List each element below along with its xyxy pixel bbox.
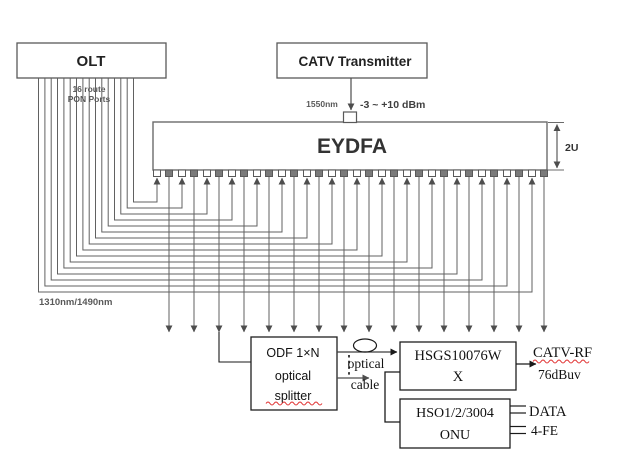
data-output-label: DATA bbox=[529, 404, 567, 420]
eydfa-input-port bbox=[478, 169, 486, 177]
eydfa-output-port bbox=[465, 169, 473, 177]
eydfa-output-port bbox=[515, 169, 523, 177]
eydfa-input-connector bbox=[342, 111, 358, 124]
pon-line bbox=[69, 78, 411, 263]
eydfa-input-port bbox=[153, 169, 161, 177]
eydfa-output-port bbox=[240, 169, 248, 177]
catv-rf-label: CATV-RF bbox=[533, 345, 592, 361]
pon-line bbox=[133, 78, 161, 203]
pon-line bbox=[50, 78, 486, 281]
eydfa-output-port bbox=[290, 169, 298, 177]
eydfa-input-port bbox=[228, 169, 236, 177]
pon-line bbox=[107, 78, 261, 227]
eydfa-output-port bbox=[340, 169, 348, 177]
pon-line bbox=[76, 78, 386, 257]
eydfa-port-row bbox=[153, 169, 548, 177]
hsgs-label-line2: X bbox=[453, 369, 464, 385]
power-range-label: -3 ~ +10 dBm bbox=[360, 99, 425, 111]
eydfa-label: EYDFA bbox=[317, 135, 387, 158]
wavelength-1550-label: 1550nm bbox=[306, 99, 338, 109]
wavelength-1310-1490-label: 1310nm/1490nm bbox=[39, 297, 112, 308]
eydfa-input-port bbox=[178, 169, 186, 177]
splitter-feed-line bbox=[218, 332, 251, 363]
spellcheck-squiggle-splitter bbox=[265, 401, 323, 406]
eydfa-input-port bbox=[278, 169, 286, 177]
olt-label: OLT bbox=[77, 53, 106, 70]
eydfa-output-port bbox=[365, 169, 373, 177]
pon-line-group bbox=[38, 78, 536, 293]
optical-cable-label-line2: cable bbox=[351, 377, 379, 392]
pon-line bbox=[57, 78, 461, 275]
onu-box bbox=[399, 398, 511, 449]
eydfa-input-port bbox=[403, 169, 411, 177]
eydfa-input-port bbox=[353, 169, 361, 177]
odf-label-line3: splitter bbox=[275, 389, 312, 403]
eydfa-output-port bbox=[490, 169, 498, 177]
hsgs-box bbox=[399, 341, 517, 391]
pon-line bbox=[88, 78, 336, 245]
eydfa-output-port bbox=[415, 169, 423, 177]
catv-transmitter-label: CATV Transmitter bbox=[298, 54, 412, 69]
rf-level-label: 76dBuv bbox=[538, 367, 581, 382]
pon-line bbox=[95, 78, 311, 239]
pon-line bbox=[44, 78, 511, 287]
onu-label-line2: ONU bbox=[440, 428, 470, 443]
pon-line bbox=[126, 78, 186, 209]
spellcheck-squiggle-catv-rf bbox=[532, 359, 590, 364]
pon-line bbox=[101, 78, 286, 233]
onu-label-line1: HSO1/2/3004 bbox=[416, 406, 494, 421]
eydfa-output-port bbox=[190, 169, 198, 177]
catv-transmitter-box bbox=[276, 42, 428, 79]
eydfa-input-port bbox=[378, 169, 386, 177]
eydfa-input-port bbox=[303, 169, 311, 177]
eydfa-output-port bbox=[165, 169, 173, 177]
eydfa-input-port bbox=[503, 169, 511, 177]
odf-label-line1: ODF 1×N bbox=[266, 346, 319, 360]
pon-ports-label-line2: PON Ports bbox=[68, 94, 111, 104]
fe-output-label: 4-FE bbox=[531, 423, 558, 438]
odf-splitter-box bbox=[250, 336, 338, 411]
eydfa-output-line-group bbox=[165, 176, 548, 363]
height-2u-label: 2U bbox=[565, 142, 578, 154]
pon-line bbox=[63, 78, 436, 269]
optical-cable-label-line1: optical bbox=[348, 356, 385, 371]
fiber-loop-icon bbox=[352, 338, 378, 353]
eydfa-output-port bbox=[265, 169, 273, 177]
eydfa-output-port bbox=[390, 169, 398, 177]
eydfa-output-port bbox=[540, 169, 548, 177]
pon-line bbox=[114, 78, 236, 221]
eydfa-input-port bbox=[453, 169, 461, 177]
eydfa-input-port bbox=[428, 169, 436, 177]
hsgs-onu-bracket bbox=[384, 371, 400, 423]
eydfa-input-port bbox=[253, 169, 261, 177]
odf-label-line2: optical bbox=[275, 369, 311, 383]
pon-ports-label-line1: 16 route bbox=[72, 84, 105, 94]
eydfa-output-port bbox=[440, 169, 448, 177]
hsgs-label-line1: HSGS10076W bbox=[414, 348, 501, 364]
eydfa-input-port bbox=[203, 169, 211, 177]
olt-box bbox=[16, 42, 167, 79]
eydfa-output-port bbox=[315, 169, 323, 177]
pon-line bbox=[82, 78, 361, 251]
pon-line bbox=[120, 78, 211, 215]
eydfa-input-port bbox=[328, 169, 336, 177]
eydfa-input-port bbox=[528, 169, 536, 177]
eydfa-output-port bbox=[215, 169, 223, 177]
pon-line bbox=[38, 78, 536, 293]
